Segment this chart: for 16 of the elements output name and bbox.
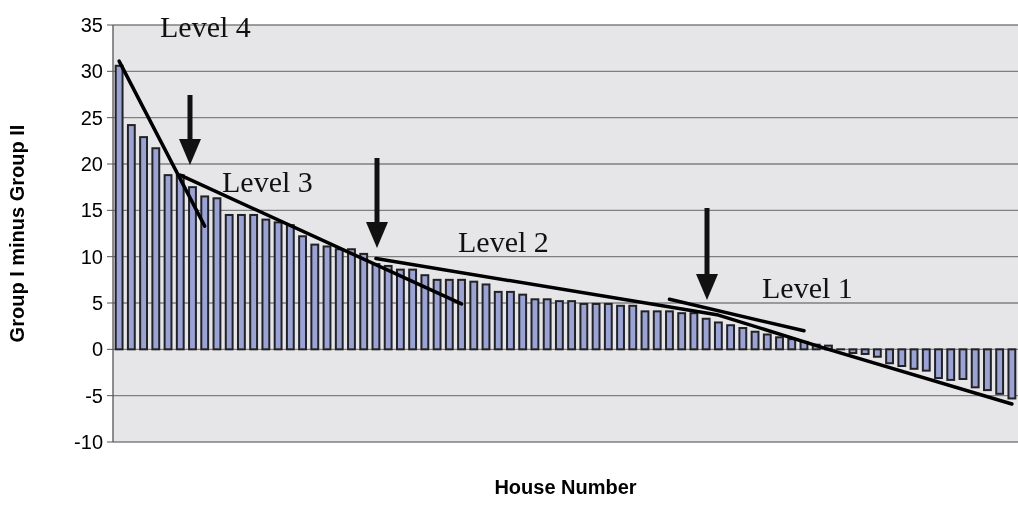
annotation: Level 4	[160, 10, 251, 43]
x-axis-title: House Number	[494, 476, 637, 498]
y-tick-label: 10	[80, 245, 103, 268]
y-tick-label: 25	[80, 106, 103, 129]
annotation: Level 2	[458, 225, 549, 258]
y-tick-label: 0	[91, 338, 103, 361]
y-tick-label: 5	[91, 292, 103, 314]
y-tick-label: 15	[80, 199, 103, 222]
y-tick-label: 20	[80, 153, 103, 175]
annotation: Level 1	[762, 271, 853, 304]
y-tick-label: -10	[74, 431, 103, 453]
y-tick-label: -5	[85, 384, 103, 407]
y-tick-label: 35	[80, 14, 103, 36]
y-axis-title: Group I minus Group II	[6, 124, 28, 343]
y-tick-label: 30	[80, 60, 103, 83]
annotation: Level 3	[222, 165, 313, 198]
